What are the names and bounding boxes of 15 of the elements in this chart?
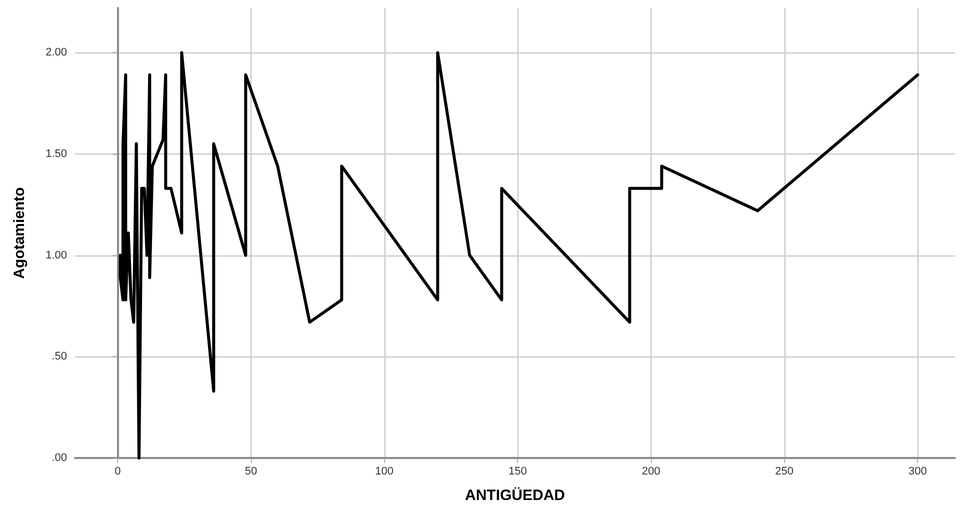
line-series: [118, 51, 920, 460]
x-tick-label: 300: [908, 466, 927, 478]
x-tick-label: 100: [375, 466, 394, 478]
y-tick-label: .50: [52, 350, 67, 363]
x-tick-label: 50: [244, 466, 258, 478]
x-tick-label: 0: [114, 466, 121, 478]
x-axis-title: ANTIGÜEDAD: [465, 487, 566, 504]
y-tick-label: .00: [52, 452, 67, 464]
x-tick-label: 250: [775, 466, 794, 478]
y-tick-label: 1.50: [46, 148, 67, 160]
y-tick-label: 2.00: [46, 46, 67, 59]
x-tick-label: 150: [508, 466, 527, 478]
x-tick-label: 200: [642, 466, 660, 478]
y-tick-label: 1.00: [46, 249, 67, 262]
y-axis-title: Agotamiento: [11, 187, 28, 279]
